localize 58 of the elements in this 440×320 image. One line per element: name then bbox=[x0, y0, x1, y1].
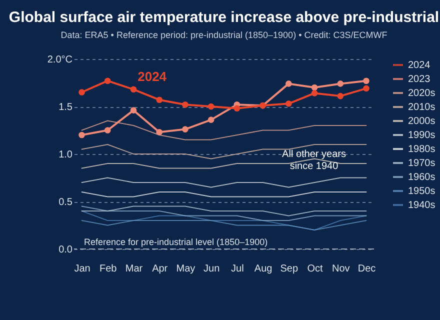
legend-label: 2000s bbox=[408, 116, 436, 127]
y-tick-label: 0.0 bbox=[58, 244, 73, 256]
y-tick-label: 0.5 bbox=[58, 197, 73, 208]
x-tick-label: May bbox=[176, 264, 196, 274]
x-tick-label: Aug bbox=[254, 264, 272, 274]
point bbox=[208, 103, 214, 110]
point bbox=[285, 100, 292, 107]
point bbox=[285, 80, 292, 87]
legend-label: 1990s bbox=[408, 130, 436, 141]
point bbox=[182, 101, 188, 108]
chart-subtitle: Data: ERA5 • Reference period: pre-industrial (1850–1900) • Credit: C3S/ECMWF bbox=[60, 30, 388, 40]
point bbox=[156, 96, 163, 104]
y-tick-label: 2.0°C bbox=[47, 54, 72, 66]
x-tick-label: Jul bbox=[231, 264, 244, 274]
point bbox=[337, 80, 344, 87]
point bbox=[78, 132, 85, 138]
text: 2024 bbox=[138, 68, 167, 84]
legend-label: 2020s bbox=[408, 88, 436, 99]
x-tick-label: Apr bbox=[152, 264, 168, 274]
x-tick-label: Sep bbox=[280, 264, 298, 274]
legend-label: 2023 bbox=[408, 74, 431, 85]
point bbox=[130, 86, 137, 93]
chart-title: Global surface air temperature increase above pre-industrial bbox=[8, 9, 440, 26]
point bbox=[311, 84, 318, 91]
point bbox=[234, 105, 240, 112]
line-series bbox=[81, 120, 367, 140]
ref-line-label: Reference for pre-industrial level (1850–1900) bbox=[84, 237, 268, 247]
legend-label: 2024 bbox=[408, 60, 431, 71]
x-tick-label: Mar bbox=[125, 264, 144, 274]
point bbox=[130, 107, 137, 114]
point bbox=[104, 127, 111, 134]
point bbox=[104, 78, 111, 84]
point bbox=[337, 92, 344, 100]
point bbox=[78, 89, 85, 96]
line-series bbox=[81, 210, 367, 230]
line-series bbox=[81, 206, 367, 221]
x-tick-label: Jan bbox=[74, 264, 90, 274]
y-tick-label: 1.0 bbox=[58, 150, 73, 160]
legend-label: 2010s bbox=[408, 102, 436, 113]
legend-label: 1970s bbox=[408, 158, 436, 169]
point bbox=[208, 116, 214, 123]
point bbox=[311, 90, 318, 96]
line-series bbox=[81, 144, 367, 160]
x-tick-label: Nov bbox=[332, 264, 350, 274]
annotation: All other years since 1940 bbox=[282, 149, 346, 172]
legend-label: 1950s bbox=[408, 186, 436, 197]
x-tick-label: Oct bbox=[307, 264, 324, 274]
legend-label: 1960s bbox=[408, 172, 436, 183]
y-tick-label: 1.5 bbox=[58, 102, 73, 113]
x-tick-label: Dec bbox=[358, 264, 376, 274]
point bbox=[363, 85, 370, 92]
x-tick-label: Jun bbox=[204, 264, 220, 274]
point bbox=[156, 128, 163, 136]
point bbox=[182, 126, 188, 132]
x-tick-label: Feb bbox=[100, 264, 118, 274]
legend-label: 1980s bbox=[408, 144, 436, 155]
point bbox=[363, 78, 370, 84]
legend-label: 1940s bbox=[408, 200, 436, 211]
